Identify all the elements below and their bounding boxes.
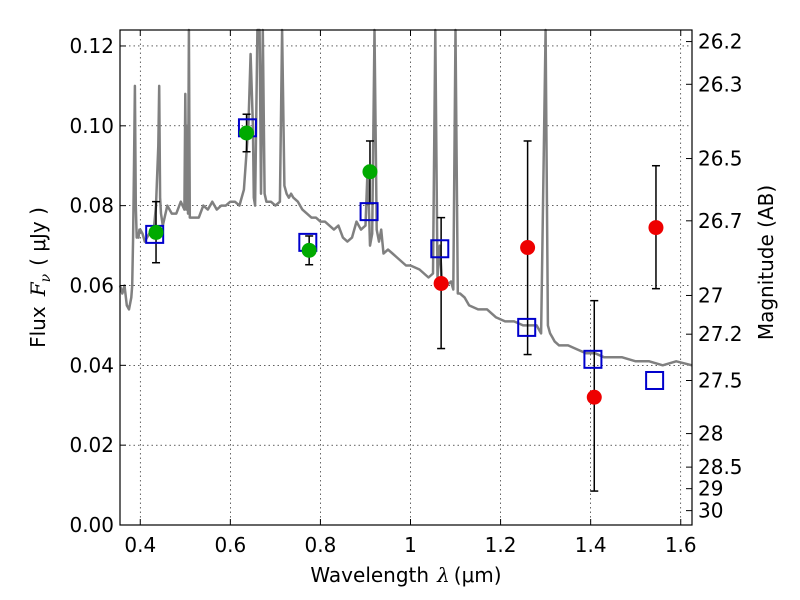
grid-lines xyxy=(120,30,692,526)
right-tick-label: 26.7 xyxy=(698,209,743,233)
x-axis-label-text: Wavelength xyxy=(310,563,429,587)
y-tick-label: 0.06 xyxy=(69,273,114,297)
model-photometry-square xyxy=(517,317,537,337)
model-spectrum-series xyxy=(118,28,693,367)
x-tick-label: 0.6 xyxy=(214,533,246,557)
right-tick-label: 26.3 xyxy=(698,72,743,96)
x-tick-label: 0.8 xyxy=(305,533,337,557)
x-tick-label: 1.6 xyxy=(665,533,697,557)
right-tick-label: 27 xyxy=(698,283,723,307)
right-axis-label: Magnitude (AB) xyxy=(754,185,778,340)
observed-point xyxy=(301,242,317,258)
right-tick-label: 27.5 xyxy=(698,368,743,392)
right-tick-label: 29 xyxy=(698,477,723,501)
y-tick-label: 0.04 xyxy=(69,353,114,377)
right-tick-label: 26.2 xyxy=(698,30,743,54)
observed-point xyxy=(148,224,164,240)
y-tick-label: 0.02 xyxy=(69,433,114,457)
data-markers xyxy=(145,118,665,405)
right-tick-label: 26.5 xyxy=(698,147,743,171)
observed-point xyxy=(520,240,536,256)
right-tick-label: 27.2 xyxy=(698,322,743,346)
y-tick-label: 0.00 xyxy=(69,513,114,537)
right-tick-label: 28 xyxy=(698,422,723,446)
y-tick-label: 0.10 xyxy=(69,114,114,138)
observed-point xyxy=(362,164,378,180)
x-axis-label: Wavelength λ (μm) xyxy=(310,563,501,587)
y-axis-label-subscript: ν xyxy=(38,273,54,282)
observed-point xyxy=(239,125,255,141)
observed-point xyxy=(433,275,449,291)
x-axis-label-unit: (μm) xyxy=(454,563,502,587)
error-bars xyxy=(152,113,660,492)
y-axis-label: Flux Fν ( μJy ) xyxy=(26,207,54,348)
model-photometry-square xyxy=(645,370,665,390)
y-axis-label-unit: ( μJy ) xyxy=(26,207,50,266)
x-axis-label-symbol: λ xyxy=(436,563,450,587)
x-tick-label: 1 xyxy=(404,533,417,557)
x-tick-label: 0.4 xyxy=(124,533,156,557)
right-tick-label: 28.5 xyxy=(698,455,743,479)
y-tick-label: 0.12 xyxy=(69,34,114,58)
y-tick-label: 0.08 xyxy=(69,194,114,218)
right-tick-label: 30 xyxy=(698,499,723,523)
observed-point xyxy=(648,220,664,236)
model-photometry-square xyxy=(359,202,379,222)
x-tick-label: 1.4 xyxy=(575,533,607,557)
x-tick-label: 1.2 xyxy=(485,533,517,557)
model-photometry-square xyxy=(583,349,603,369)
y-axis-label-symbol: F xyxy=(26,281,50,297)
plot-frame xyxy=(119,29,693,526)
observed-point xyxy=(586,389,602,405)
model-spectrum-line xyxy=(118,28,693,367)
y-axis-label-text: Flux xyxy=(26,306,50,348)
model-photometry-square xyxy=(430,239,450,259)
axis-ticks: 0.4 0.6 0.8 1 1.2 1.4 1.6 0.00 0.02 0.04 0.06 0.08 0… xyxy=(69,30,742,557)
